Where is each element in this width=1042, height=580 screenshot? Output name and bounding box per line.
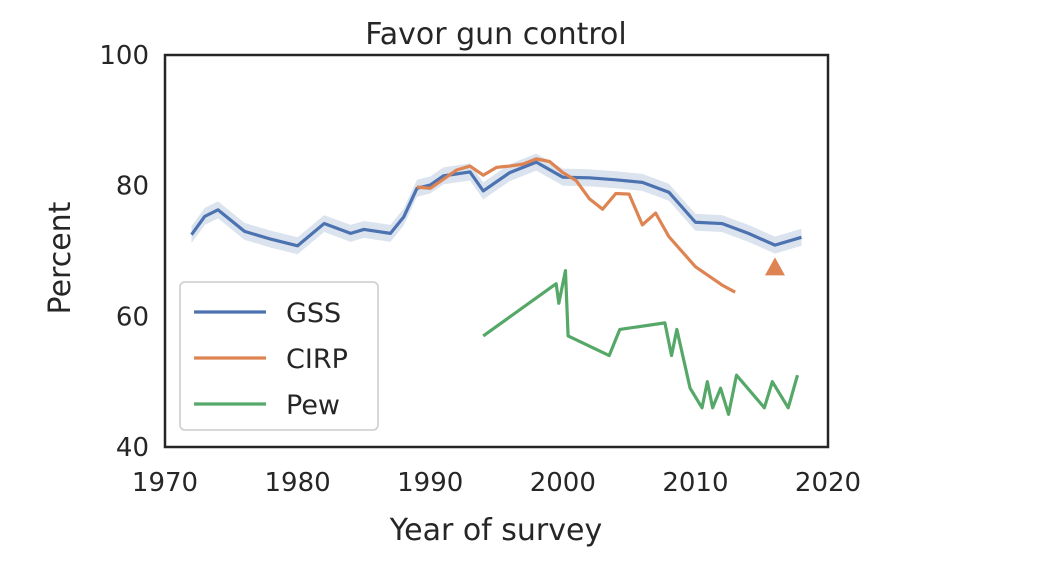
chart-title: Favor gun control <box>365 17 626 52</box>
x-axis-ticks: 1970 1980 1990 2000 2010 2020 <box>132 468 861 498</box>
series-pew-line <box>482 269 800 416</box>
y-tick-label: 100 <box>99 41 149 71</box>
y-tick-label: 80 <box>116 172 149 202</box>
x-tick-label: 1990 <box>397 468 463 498</box>
y-axis-label: Percent <box>43 201 78 314</box>
series-lines <box>190 157 802 416</box>
series-markers <box>764 257 785 276</box>
legend-label-cirp: CIRP <box>286 344 348 375</box>
series-gss-line <box>190 160 802 248</box>
x-axis-label: Year of survey <box>389 513 602 548</box>
x-tick-label: 1980 <box>265 468 331 498</box>
x-tick-label: 1970 <box>132 468 198 498</box>
x-tick-label: 2000 <box>530 468 596 498</box>
legend-box <box>179 281 379 431</box>
y-axis-ticks: 40 60 80 100 <box>99 41 149 463</box>
y-tick-label: 40 <box>116 433 149 463</box>
plot-frame <box>163 53 830 449</box>
series-gss-band <box>191 153 802 255</box>
legend-label-gss: GSS <box>286 298 341 329</box>
series-cirp-line <box>416 157 736 294</box>
x-tick-label: 2010 <box>662 468 728 498</box>
confidence-bands <box>191 153 802 255</box>
legend-label-pew: Pew <box>286 390 340 421</box>
series-cirp-triangle-marker <box>764 257 785 276</box>
x-tick-label: 2020 <box>795 468 861 498</box>
legend: GSS CIRP Pew <box>179 281 379 431</box>
y-tick-label: 60 <box>116 302 149 332</box>
